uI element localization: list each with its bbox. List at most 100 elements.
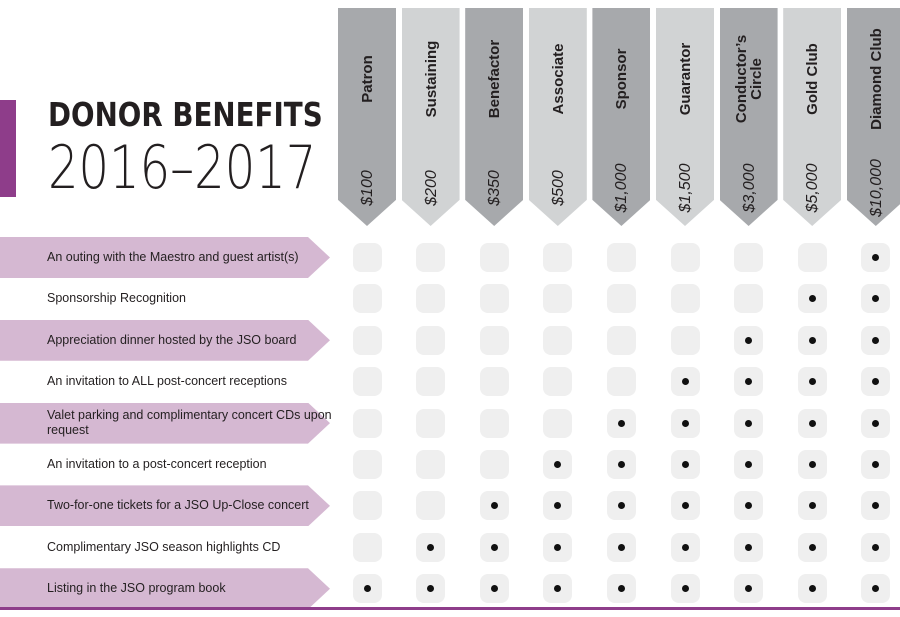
benefit-cell-included: [861, 574, 891, 604]
tier-price: $3,000: [740, 163, 758, 213]
benefit-cell-included: [606, 532, 636, 562]
benefit-label: Sponsorship Recognition: [47, 291, 186, 306]
included-dot-icon: [808, 461, 816, 468]
included-dot-icon: [745, 585, 753, 593]
benefit-cell-empty: [543, 325, 573, 355]
benefit-label: An outing with the Maestro and guest art…: [47, 250, 299, 264]
tier-name: Patron: [358, 55, 376, 103]
included-dot-icon: [872, 378, 880, 386]
benefit-cell-empty: [479, 325, 509, 355]
benefit-cell-empty: [352, 532, 382, 562]
benefit-cell-included: [797, 325, 827, 355]
tier-tab: [465, 8, 524, 226]
included-dot-icon: [872, 585, 880, 593]
benefit-row: Appreciation dinner hosted by the JSO bo…: [0, 319, 900, 361]
benefit-cell-empty: [670, 243, 700, 272]
benefit-cell-included: [797, 367, 827, 397]
benefit-cell-included: [670, 450, 700, 479]
benefit-cell-empty: [352, 367, 382, 397]
tier-price: $1,000: [613, 163, 631, 213]
benefit-label: Appreciation dinner hosted by the JSO bo…: [47, 332, 297, 347]
benefit-cell-included: [670, 574, 700, 604]
tier-column-header: Sustaining $200: [401, 8, 460, 226]
benefit-cell-included: [797, 532, 827, 562]
included-dot-icon: [745, 461, 753, 468]
benefit-cell-empty: [416, 408, 446, 438]
benefit-cell-included: [479, 491, 509, 521]
included-dot-icon: [554, 461, 562, 468]
bottom-rule: [0, 607, 900, 610]
benefit-label: An invitation to ALL post-concert recept…: [47, 374, 287, 389]
tier-price: $100: [359, 170, 376, 206]
benefit-cell-empty: [543, 408, 573, 438]
benefit-cell-included: [861, 450, 891, 479]
included-dot-icon: [681, 461, 689, 468]
benefit-row: An outing with the Maestro and guest art…: [0, 237, 900, 278]
tier-name: Associate: [549, 43, 567, 115]
benefit-row: An invitation to ALL post-concert recept…: [0, 361, 900, 402]
benefit-cell-included: [416, 574, 446, 604]
benefit-cell-empty: [352, 408, 382, 438]
benefit-cell-included: [861, 408, 891, 438]
benefit-cell-empty: [416, 243, 446, 272]
tier-column-header: Conductor’s Circle $3,000: [719, 8, 778, 226]
benefit-cell-empty: [670, 325, 700, 355]
tier-column-header: Sponsor $1,000: [592, 8, 651, 226]
benefit-label-background: [0, 237, 330, 278]
benefit-cell-empty: [543, 284, 573, 314]
included-dot-icon: [872, 461, 880, 468]
tier-tab: [592, 8, 651, 226]
included-dot-icon: [490, 502, 498, 510]
included-dot-icon: [554, 543, 562, 551]
benefit-cell-included: [670, 491, 700, 521]
benefit-cell-included: [543, 574, 573, 604]
benefit-cell-empty: [479, 367, 509, 397]
benefit-cell-empty: [352, 325, 382, 355]
benefit-cell-included: [734, 574, 764, 604]
benefit-cell-empty: [606, 284, 636, 314]
included-dot-icon: [872, 336, 880, 344]
included-dot-icon: [872, 419, 880, 427]
benefit-cell-included: [670, 408, 700, 438]
tier-name: Benefactor: [485, 39, 503, 119]
benefit-label-background: [0, 568, 330, 610]
included-dot-icon: [808, 336, 816, 344]
benefit-cell-included: [861, 243, 891, 272]
benefit-cell-empty: [416, 284, 446, 314]
benefit-cell-empty: [606, 243, 636, 272]
benefit-cell-included: [861, 284, 891, 314]
tier-column-header: Benefactor $350: [465, 8, 524, 226]
benefit-cell-included: [606, 491, 636, 521]
benefit-cell-included: [734, 408, 764, 438]
included-dot-icon: [363, 585, 371, 593]
tier-name: Conductor’s Circle: [732, 34, 765, 124]
benefit-cell-included: [797, 450, 827, 479]
included-dot-icon: [681, 585, 689, 593]
benefit-cell-included: [479, 532, 509, 562]
benefit-cell-empty: [479, 450, 509, 479]
benefit-cell-included: [797, 408, 827, 438]
included-dot-icon: [681, 543, 689, 551]
benefit-cell-empty: [416, 450, 446, 479]
tier-column-header: Diamond Club $10,000: [846, 8, 900, 226]
included-dot-icon: [745, 419, 753, 427]
benefit-cell-included: [543, 532, 573, 562]
benefit-cell-included: [606, 408, 636, 438]
benefit-cell-empty: [606, 367, 636, 397]
benefit-cell-empty: [416, 367, 446, 397]
included-dot-icon: [808, 543, 816, 551]
accent-bar: [0, 100, 16, 197]
included-dot-icon: [808, 502, 816, 510]
included-dot-icon: [681, 378, 689, 386]
tier-price: $10,000: [867, 159, 885, 217]
page-year: 2016–2017: [48, 133, 317, 203]
included-dot-icon: [808, 585, 816, 593]
benefit-cell-included: [734, 532, 764, 562]
benefit-cell-empty: [352, 284, 382, 314]
benefit-label-background: [0, 485, 330, 527]
benefit-label: An invitation to a post-concert receptio…: [47, 457, 267, 471]
included-dot-icon: [808, 419, 816, 427]
benefit-cell-empty: [543, 243, 573, 272]
tier-tab: [846, 8, 900, 226]
benefit-cell-included: [861, 367, 891, 397]
